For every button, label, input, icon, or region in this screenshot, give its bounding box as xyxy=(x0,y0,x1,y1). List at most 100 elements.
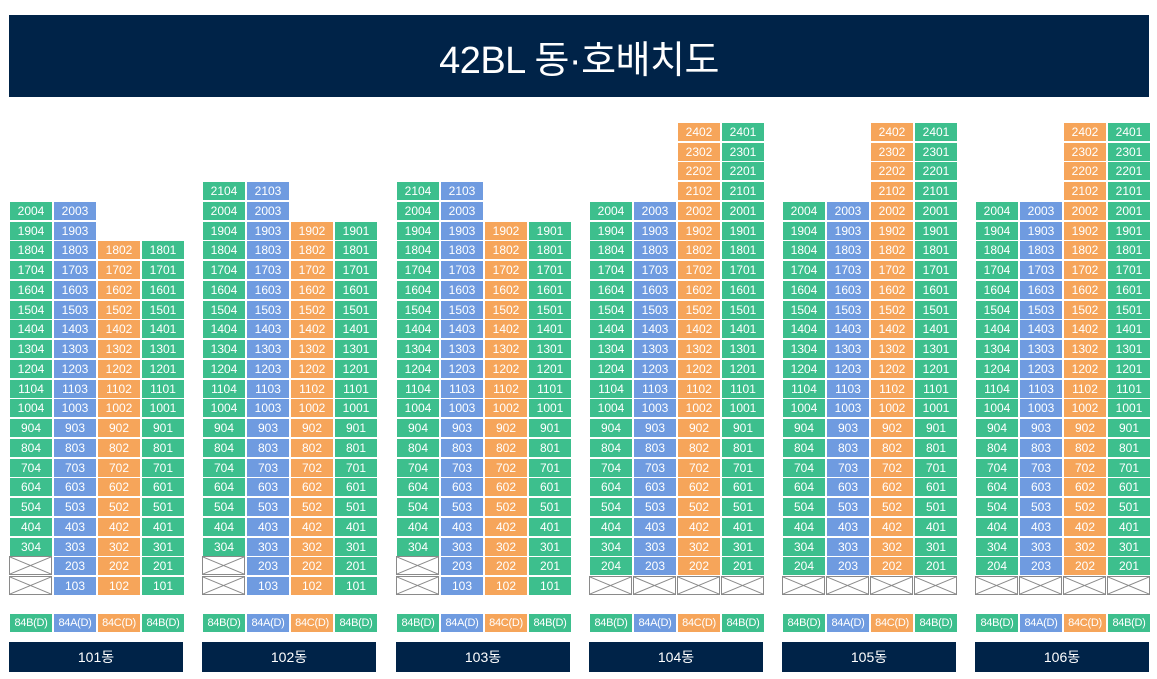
unit-cell: 203 xyxy=(1019,556,1063,577)
unit-cell: 1502 xyxy=(484,299,528,320)
unit-cell: 604 xyxy=(9,477,53,498)
unit-cell: 704 xyxy=(202,457,246,478)
unit-cell: 1803 xyxy=(246,240,290,261)
unit-cell: 1801 xyxy=(721,240,765,261)
unit-cell: 1701 xyxy=(721,260,765,280)
unit-cell: 1101 xyxy=(721,378,765,399)
unit-cell: 1502 xyxy=(1063,299,1107,320)
unit-cell: 1304 xyxy=(782,339,826,359)
unit-cell: 504 xyxy=(396,497,440,517)
unit-cell: 1904 xyxy=(589,220,633,241)
unit-cell: 702 xyxy=(870,457,914,478)
unit-cell: 1404 xyxy=(782,319,826,340)
unit-cell: 1001 xyxy=(1107,398,1151,419)
unit-cell: 2103 xyxy=(246,181,290,201)
unit-cell: 2102 xyxy=(870,181,914,201)
unit-cell: 503 xyxy=(826,497,870,517)
unit-cell: 2202 xyxy=(1063,161,1107,182)
unit-type-legend: 84B(D) xyxy=(721,613,765,633)
unit-type-legend: 84C(D) xyxy=(870,613,914,633)
unit-cell: 2302 xyxy=(677,141,721,162)
unit-cell: 303 xyxy=(826,536,870,557)
unit-cell: 2001 xyxy=(1107,200,1151,221)
unit-cell: 1603 xyxy=(440,279,484,300)
unit-cell: 1904 xyxy=(9,220,53,241)
unit-cell: 1702 xyxy=(484,260,528,280)
unit-cell: 1004 xyxy=(202,398,246,419)
empty-unit xyxy=(1107,576,1150,595)
unit-cell: 1004 xyxy=(396,398,440,419)
building-label: 102동 xyxy=(202,642,376,672)
unit-cell: 903 xyxy=(1019,418,1063,438)
unit-cell: 1602 xyxy=(290,279,334,300)
unit-cell: 1901 xyxy=(721,220,765,241)
unit-cell: 501 xyxy=(914,497,958,517)
unit-cell: 701 xyxy=(141,457,185,478)
unit-cell: 703 xyxy=(826,457,870,478)
unit-cell: 1802 xyxy=(677,240,721,261)
unit-cell: 1201 xyxy=(141,358,185,379)
unit-cell: 1701 xyxy=(528,260,572,280)
unit-cell: 1802 xyxy=(870,240,914,261)
unit-cell: 801 xyxy=(334,437,378,458)
empty-unit xyxy=(396,556,439,576)
unit-cell: 402 xyxy=(870,516,914,537)
unit-cell: 202 xyxy=(870,556,914,577)
unit-cell: 801 xyxy=(141,437,185,458)
unit-cell: 601 xyxy=(141,477,185,498)
unit-cell: 703 xyxy=(1019,457,1063,478)
unit-cell: 803 xyxy=(1019,437,1063,458)
unit-cell: 2202 xyxy=(870,161,914,182)
unit-cell: 2003 xyxy=(53,200,97,221)
unit-cell: 602 xyxy=(290,477,334,498)
unit-cell: 2004 xyxy=(202,200,246,221)
unit-cell: 904 xyxy=(202,418,246,438)
unit-cell: 2003 xyxy=(440,200,484,221)
unit-cell: 402 xyxy=(97,516,141,537)
unit-cell: 402 xyxy=(1063,516,1107,537)
unit-cell: 1201 xyxy=(1107,358,1151,379)
unit-cell: 1604 xyxy=(9,279,53,300)
unit-cell: 403 xyxy=(633,516,677,537)
empty-unit xyxy=(1019,576,1062,595)
unit-cell: 602 xyxy=(870,477,914,498)
unit-type-legend: 84A(D) xyxy=(53,613,97,633)
unit-cell: 1202 xyxy=(484,358,528,379)
unit-cell: 1902 xyxy=(484,220,528,241)
unit-cell: 1204 xyxy=(589,358,633,379)
unit-cell: 403 xyxy=(246,516,290,537)
unit-cell: 401 xyxy=(1107,516,1151,537)
unit-cell: 2003 xyxy=(826,200,870,221)
unit-cell: 504 xyxy=(9,497,53,517)
unit-cell: 804 xyxy=(202,437,246,458)
unit-cell: 404 xyxy=(975,516,1019,537)
unit-type-legend: 84A(D) xyxy=(1019,613,1063,633)
unit-cell: 804 xyxy=(782,437,826,458)
unit-cell: 1702 xyxy=(677,260,721,280)
unit-cell: 1904 xyxy=(975,220,1019,241)
unit-cell: 1403 xyxy=(440,319,484,340)
empty-unit xyxy=(870,576,913,595)
unit-cell: 502 xyxy=(97,497,141,517)
unit-cell: 201 xyxy=(528,556,572,577)
unit-cell: 1202 xyxy=(870,358,914,379)
unit-cell: 2201 xyxy=(1107,161,1151,182)
unit-cell: 604 xyxy=(589,477,633,498)
unit-type-legend: 84B(D) xyxy=(528,613,572,633)
unit-cell: 1403 xyxy=(1019,319,1063,340)
unit-cell: 2401 xyxy=(914,121,958,142)
unit-cell: 1102 xyxy=(97,378,141,399)
unit-cell: 802 xyxy=(484,437,528,458)
unit-cell: 2302 xyxy=(870,141,914,162)
unit-cell: 1101 xyxy=(141,378,185,399)
unit-cell: 1703 xyxy=(246,260,290,280)
unit-cell: 1402 xyxy=(484,319,528,340)
unit-cell: 1302 xyxy=(97,339,141,359)
unit-cell: 2004 xyxy=(9,200,53,221)
unit-cell: 904 xyxy=(782,418,826,438)
unit-cell: 1701 xyxy=(141,260,185,280)
unit-cell: 1904 xyxy=(202,220,246,241)
unit-cell: 1003 xyxy=(826,398,870,419)
unit-cell: 2201 xyxy=(721,161,765,182)
unit-cell: 1801 xyxy=(334,240,378,261)
